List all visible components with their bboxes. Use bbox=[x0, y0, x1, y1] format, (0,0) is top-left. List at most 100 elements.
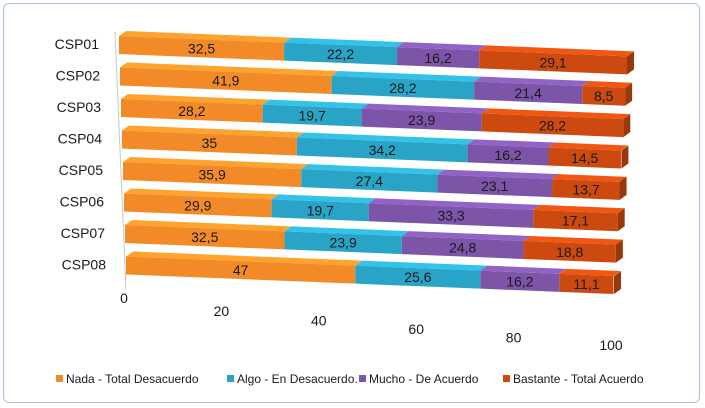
data-label-csp06-2: 19,7 bbox=[307, 202, 334, 218]
category-label-csp05: CSP05 bbox=[59, 162, 104, 178]
bar-end-cap-csp01 bbox=[627, 51, 634, 75]
x-tick-label-100: 100 bbox=[599, 337, 623, 353]
bar-csp08-4[interactable] bbox=[559, 273, 614, 295]
data-label-csp01-4: 29,1 bbox=[539, 54, 566, 70]
data-label-csp01-2: 22,2 bbox=[327, 46, 354, 62]
bar-csp07-3[interactable] bbox=[401, 236, 524, 259]
bar-top-csp04-3 bbox=[467, 139, 556, 148]
bar-csp03-2[interactable] bbox=[262, 104, 362, 127]
data-label-csp05-4: 13,7 bbox=[572, 182, 599, 198]
legend-label-4: Bastante - Total Acuerdo bbox=[513, 372, 644, 386]
bar-csp05-1[interactable] bbox=[123, 162, 302, 188]
data-label-csp08-3: 16,2 bbox=[506, 273, 533, 289]
bar-csp05-3[interactable] bbox=[437, 174, 553, 198]
bar-csp03-3[interactable] bbox=[361, 108, 482, 132]
bar-csp07-4[interactable] bbox=[523, 240, 616, 263]
bar-csp06-2[interactable] bbox=[271, 199, 369, 222]
bar-csp07-1[interactable] bbox=[125, 225, 285, 250]
category-label-csp06: CSP06 bbox=[60, 194, 105, 210]
x-tick-label-0: 0 bbox=[120, 290, 128, 306]
bar-top-csp06-1 bbox=[124, 188, 279, 200]
bar-csp04-4[interactable] bbox=[548, 147, 621, 169]
bar-csp03-1[interactable] bbox=[121, 99, 263, 123]
bar-csp06-1[interactable] bbox=[124, 193, 272, 218]
data-label-csp06-3: 33,3 bbox=[437, 208, 464, 224]
data-label-csp07-1: 32,5 bbox=[191, 229, 218, 245]
bar-top-csp04-2 bbox=[296, 132, 475, 145]
bar-end-cap-csp06 bbox=[617, 208, 625, 232]
bar-top-csp02-1 bbox=[120, 62, 339, 76]
x-tick-label-40: 40 bbox=[311, 313, 327, 329]
bar-csp02-1[interactable] bbox=[120, 67, 332, 94]
legend-swatch-3 bbox=[359, 375, 366, 382]
data-label-csp03-3: 23,9 bbox=[408, 112, 435, 128]
bar-csp02-2[interactable] bbox=[331, 75, 475, 100]
data-label-csp05-1: 35,9 bbox=[199, 167, 226, 183]
bar-csp08-2[interactable] bbox=[355, 265, 481, 289]
data-label-csp07-3: 24,8 bbox=[449, 240, 476, 256]
category-label-csp08: CSP08 bbox=[62, 257, 107, 273]
axis-wall-line bbox=[114, 31, 127, 291]
data-label-csp02-3: 21,4 bbox=[515, 85, 542, 101]
x-tick-label-20: 20 bbox=[214, 303, 230, 319]
bar-csp01-2[interactable] bbox=[284, 42, 397, 66]
bar-top-csp04-1 bbox=[122, 125, 304, 138]
bar-csp06-4[interactable] bbox=[533, 209, 618, 232]
data-label-csp01-1: 32,5 bbox=[188, 40, 215, 56]
bar-csp01-1[interactable] bbox=[119, 36, 285, 61]
bar-csp04-3[interactable] bbox=[467, 144, 549, 166]
bar-end-cap-csp07 bbox=[615, 239, 623, 263]
bar-csp05-2[interactable] bbox=[301, 169, 438, 193]
bar-top-csp07-2 bbox=[284, 226, 409, 237]
bar-top-csp01-3 bbox=[396, 42, 487, 51]
bar-top-csp02-3 bbox=[474, 76, 590, 86]
bar-top-csp07-3 bbox=[401, 231, 531, 241]
data-label-csp05-3: 23,1 bbox=[481, 178, 508, 194]
bar-top-csp03-2 bbox=[262, 99, 369, 109]
bar-csp08-3[interactable] bbox=[480, 270, 560, 292]
bar-csp02-3[interactable] bbox=[474, 81, 583, 104]
bar-top-csp01-2 bbox=[284, 37, 404, 48]
bar-top-csp08-2 bbox=[355, 260, 488, 271]
bar-top-csp08-4 bbox=[559, 268, 621, 277]
legend-swatch-2 bbox=[227, 375, 234, 382]
bar-top-csp01-4 bbox=[479, 45, 634, 57]
bar-csp02-4[interactable] bbox=[582, 85, 626, 106]
bar-top-csp05-3 bbox=[437, 169, 560, 180]
bar-csp01-4[interactable] bbox=[479, 50, 627, 75]
data-label-csp08-2: 25,6 bbox=[404, 269, 431, 285]
bar-csp01-3[interactable] bbox=[396, 47, 480, 69]
bar-end-cap-csp04 bbox=[621, 145, 629, 169]
bar-top-csp07-1 bbox=[125, 220, 292, 232]
bar-csp08-1[interactable] bbox=[126, 256, 356, 284]
bar-csp03-4[interactable] bbox=[481, 113, 624, 138]
bar-end-cap-csp03 bbox=[623, 114, 631, 138]
data-label-csp03-2: 19,7 bbox=[298, 108, 325, 124]
category-label-csp07: CSP07 bbox=[61, 225, 106, 241]
bar-top-csp01-1 bbox=[119, 31, 292, 43]
bar-top-csp05-4 bbox=[552, 174, 628, 182]
data-label-csp02-2: 28,2 bbox=[389, 80, 416, 96]
data-label-csp06-4: 17,1 bbox=[562, 213, 589, 229]
bar-top-csp05-1 bbox=[123, 157, 309, 170]
bar-top-csp04-4 bbox=[548, 142, 628, 151]
bar-end-cap-csp02 bbox=[625, 82, 633, 106]
bar-csp04-2[interactable] bbox=[296, 137, 468, 163]
bar-csp04-1[interactable] bbox=[122, 130, 297, 156]
x-tick-label-80: 80 bbox=[506, 329, 522, 345]
bar-csp07-2[interactable] bbox=[284, 231, 402, 255]
category-label-csp02: CSP02 bbox=[56, 68, 101, 84]
bar-csp06-3[interactable] bbox=[368, 203, 534, 228]
bar-csp05-4[interactable] bbox=[552, 179, 621, 200]
data-label-csp05-2: 27,4 bbox=[356, 173, 383, 189]
legend-swatch-1 bbox=[56, 375, 63, 382]
data-label-csp02-4: 8,5 bbox=[594, 88, 614, 104]
bar-top-csp08-3 bbox=[480, 265, 567, 274]
bar-top-csp02-4 bbox=[582, 80, 633, 88]
bar-top-csp03-1 bbox=[121, 94, 270, 105]
data-label-csp04-1: 35 bbox=[202, 135, 218, 151]
data-label-csp07-4: 18,8 bbox=[556, 244, 583, 260]
data-label-csp03-1: 28,2 bbox=[178, 103, 205, 119]
legend-swatch-4 bbox=[503, 375, 510, 382]
